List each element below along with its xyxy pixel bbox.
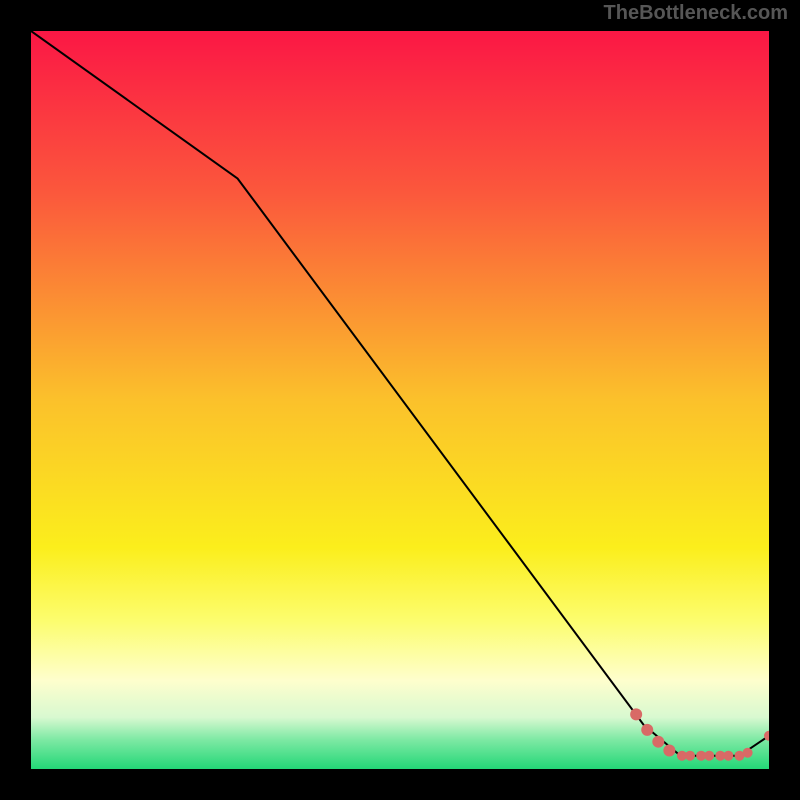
data-marker (685, 751, 695, 761)
data-marker (723, 751, 733, 761)
data-marker (743, 748, 753, 758)
bottleneck-chart (31, 31, 769, 769)
data-marker (663, 745, 675, 757)
attribution-text: TheBottleneck.com (604, 2, 788, 25)
data-marker (641, 724, 653, 736)
data-marker (630, 708, 642, 720)
data-marker (652, 736, 664, 748)
gradient-background (31, 31, 769, 769)
chart-container: TheBottleneck.com (0, 0, 800, 800)
data-marker (704, 751, 714, 761)
